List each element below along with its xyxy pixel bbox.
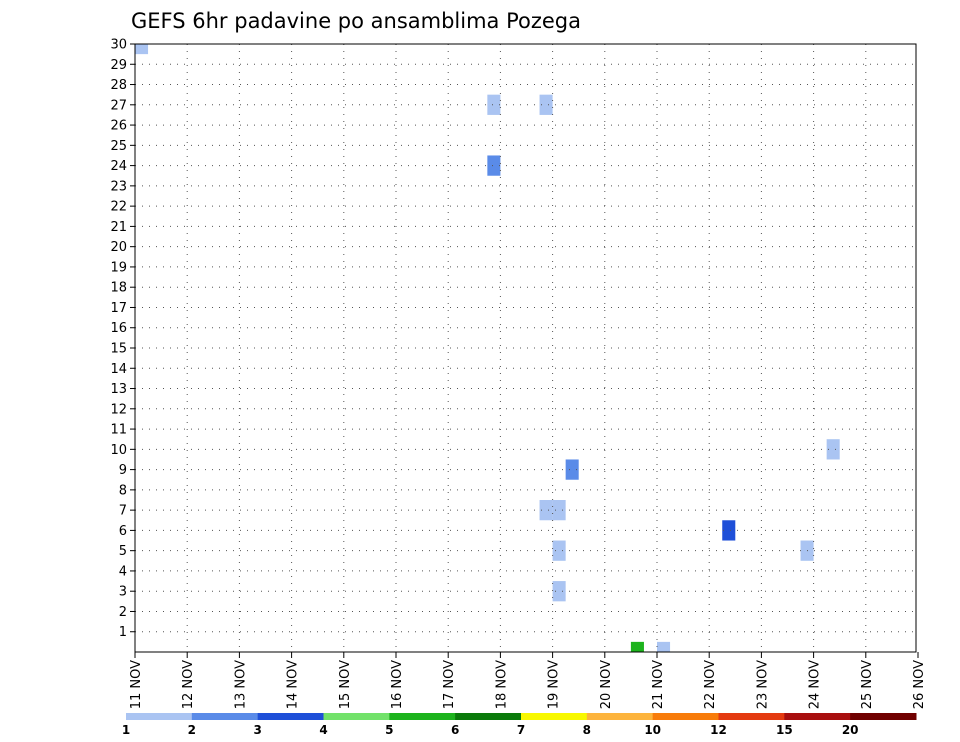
y-tick-label: 21 xyxy=(110,220,127,235)
x-tick-label: 22 NOV xyxy=(703,660,718,709)
precip-cell xyxy=(552,581,566,602)
colorbar-swatch xyxy=(126,713,193,720)
y-tick-label: 3 xyxy=(119,585,127,600)
y-tick-label: 17 xyxy=(110,301,127,316)
y-axis: 1234567891011121314151617181920212223242… xyxy=(110,38,135,640)
colorbar-swatch xyxy=(850,713,917,720)
y-tick-label: 16 xyxy=(110,321,127,336)
y-tick-label: 23 xyxy=(110,179,127,194)
y-tick-label: 20 xyxy=(110,240,127,255)
y-tick-label: 7 xyxy=(119,504,127,519)
y-tick-label: 24 xyxy=(110,159,127,174)
precip-cell xyxy=(552,540,566,561)
precip-cell xyxy=(722,520,736,541)
x-tick-label: 24 NOV xyxy=(808,660,823,709)
colorbar-label: 7 xyxy=(517,723,525,737)
precip-cell xyxy=(135,44,149,55)
x-tick-label: 16 NOV xyxy=(390,660,405,709)
colorbar-label: 5 xyxy=(385,723,393,737)
precip-cell xyxy=(539,94,553,115)
precip-cell xyxy=(826,439,840,460)
y-tick-label: 29 xyxy=(110,58,127,73)
precip-cell xyxy=(657,641,671,652)
y-tick-label: 9 xyxy=(119,463,127,478)
y-tick-label: 6 xyxy=(119,524,127,539)
precip-cell xyxy=(487,94,501,115)
colorbar-swatch xyxy=(784,713,851,720)
y-tick-label: 1 xyxy=(119,625,127,640)
plot-frame xyxy=(134,43,917,653)
y-tick-label: 2 xyxy=(119,605,127,620)
colorbar-swatch xyxy=(521,713,588,720)
colorbar-label: 12 xyxy=(710,723,727,737)
y-tick-label: 22 xyxy=(110,200,127,215)
colorbar-swatch xyxy=(323,713,390,720)
y-tick-label: 10 xyxy=(110,443,127,458)
colorbar-swatch xyxy=(455,713,522,720)
y-tick-label: 27 xyxy=(110,98,127,113)
x-tick-label: 19 NOV xyxy=(547,660,562,709)
colorbar-label: 20 xyxy=(842,723,859,737)
y-tick-label: 8 xyxy=(119,483,127,498)
y-tick-label: 28 xyxy=(110,78,127,93)
y-tick-label: 14 xyxy=(110,362,127,377)
colorbar-label: 3 xyxy=(253,723,261,737)
colorbar-label: 15 xyxy=(776,723,793,737)
x-tick-label: 15 NOV xyxy=(338,660,353,709)
x-tick-label: 23 NOV xyxy=(755,660,770,709)
y-tick-label: 30 xyxy=(110,38,127,53)
x-tick-label: 14 NOV xyxy=(286,660,301,709)
colorbar-label: 8 xyxy=(583,723,591,737)
colorbar-label: 1 xyxy=(122,723,130,737)
y-tick-label: 18 xyxy=(110,281,127,296)
y-tick-label: 5 xyxy=(119,544,127,559)
x-tick-label: 18 NOV xyxy=(494,660,509,709)
heatmap-cells xyxy=(135,44,840,652)
x-tick-label: 13 NOV xyxy=(233,660,248,709)
colorbar-label: 10 xyxy=(644,723,661,737)
colorbar-swatch xyxy=(652,713,719,720)
colorbar-label: 4 xyxy=(319,723,327,737)
y-tick-label: 13 xyxy=(110,382,127,397)
precip-cell xyxy=(552,500,566,521)
colorbar: 1 2 3 4 5 6 7 8 10 12 15 20 xyxy=(122,713,917,737)
precip-cell xyxy=(487,155,501,176)
gridlines xyxy=(135,43,916,652)
colorbar-swatch xyxy=(389,713,456,720)
x-tick-label: 26 NOV xyxy=(912,660,927,709)
colorbar-label: 6 xyxy=(451,723,459,737)
y-tick-label: 12 xyxy=(110,402,127,417)
precip-cell xyxy=(539,500,553,521)
x-tick-label: 11 NOV xyxy=(129,660,144,709)
y-tick-label: 4 xyxy=(119,564,127,579)
colorbar-label: 2 xyxy=(188,723,196,737)
colorbar-swatch xyxy=(718,713,785,720)
x-tick-label: 21 NOV xyxy=(651,660,666,709)
x-tick-label: 17 NOV xyxy=(442,660,457,709)
y-tick-label: 11 xyxy=(110,423,127,438)
chart-title: GEFS 6hr padavine po ansamblima Pozega xyxy=(131,9,581,33)
precip-cell xyxy=(630,641,644,652)
precip-cell xyxy=(565,459,579,480)
x-tick-label: 25 NOV xyxy=(860,660,875,709)
x-tick-label: 12 NOV xyxy=(181,660,196,709)
colorbar-swatch xyxy=(586,713,654,720)
colorbar-swatch xyxy=(257,713,324,720)
y-tick-label: 15 xyxy=(110,342,127,357)
y-tick-label: 19 xyxy=(110,260,127,275)
x-tick-label: 20 NOV xyxy=(599,660,614,709)
x-axis: 11 NOV 12 NOV 13 NOV 14 NOV 15 NOV 16 NOV 17 N… xyxy=(129,652,927,709)
y-tick-label: 25 xyxy=(110,139,127,154)
y-tick-label: 26 xyxy=(110,119,127,134)
colorbar-swatch xyxy=(191,713,259,720)
